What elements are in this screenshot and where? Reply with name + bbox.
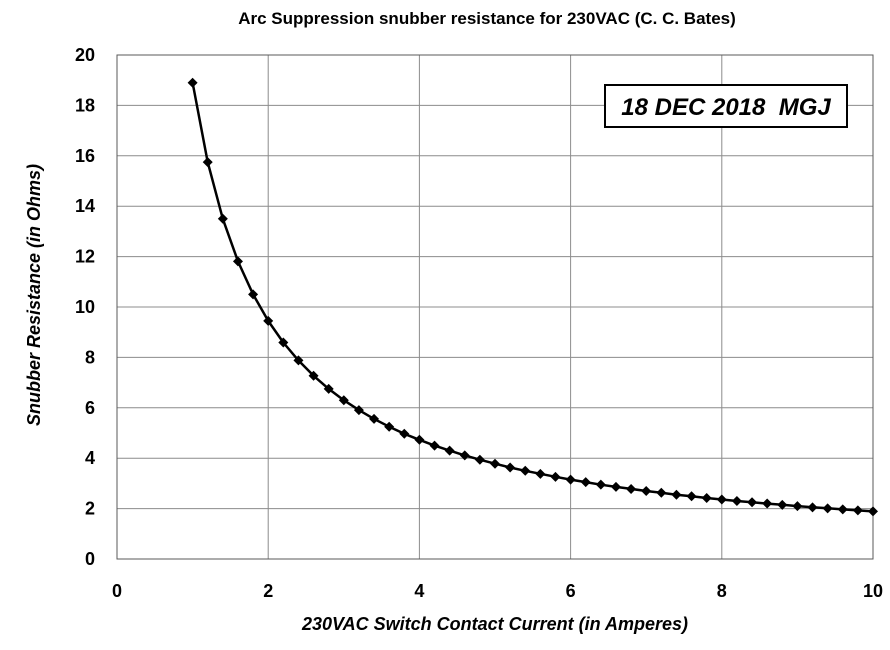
data-point [248,289,259,300]
data-point [474,454,485,465]
x-tick-label: 4 [414,581,424,601]
data-point [762,498,773,509]
data-point [278,337,289,348]
data-point [837,504,848,515]
data-point [686,491,697,502]
data-point [429,440,440,451]
data-point [505,462,516,473]
y-axis-label: Snubber Resistance (in Ohms) [24,164,44,426]
data-point [399,428,410,439]
data-point [868,506,878,517]
data-point [338,395,349,406]
grid [117,55,873,559]
x-tick-label: 0 [112,581,122,601]
y-tick-label: 12 [75,247,95,267]
data-point [202,157,213,168]
data-point [187,77,198,88]
y-tick-label: 20 [75,45,95,65]
data-point [414,434,425,445]
data-point [384,421,395,432]
series-line [191,82,874,513]
y-tick-label: 10 [75,297,95,317]
data-point [626,483,637,494]
data-point [490,458,500,469]
date-annotation: 18 DEC 2018 MGJ [604,84,848,128]
data-point [822,503,833,514]
data-point [807,502,818,513]
plot-frame [116,54,874,560]
date-annotation-text: 18 DEC 2018 MGJ [621,94,831,121]
data-point [792,501,803,512]
x-tick-label: 10 [863,581,883,601]
data-point [565,474,576,485]
data-point [731,496,742,507]
data-point [263,315,274,326]
series-1 [187,77,878,517]
y-tick-label: 8 [85,347,95,367]
y-tick-label: 0 [85,549,95,569]
data-point [323,383,334,394]
data-point [217,213,228,224]
y-tick-label: 14 [75,196,95,216]
data-point [308,370,319,381]
y-tick-label: 6 [85,398,95,418]
data-point [520,465,531,476]
chart-title: Arc Suppression snubber resistance for 2… [238,9,736,28]
data-point [716,494,727,505]
data-point [459,450,470,461]
data-point [595,479,606,490]
data-point [353,405,364,416]
data-point [535,468,546,479]
y-tick-label: 16 [75,146,95,166]
data-point [656,487,667,498]
x-tick-label: 8 [717,581,727,601]
data-point [293,355,304,366]
data-point [777,499,788,510]
data-point [671,489,682,500]
data-point [232,256,243,267]
data-point [550,471,561,482]
y-tick-labels: 0 2 4 6 8 10 12 14 16 18 20 [75,45,95,569]
x-tick-label: 2 [263,581,273,601]
y-tick-label: 4 [85,448,95,468]
data-point [610,481,621,492]
data-point [369,413,380,424]
x-tick-label: 6 [566,581,576,601]
data-point [580,477,591,488]
data-point [444,445,455,456]
date-annotation-box [604,84,848,128]
data-point [701,493,712,504]
data-point [641,485,652,496]
y-tick-label: 18 [75,95,95,115]
y-tick-label: 2 [85,499,95,519]
x-tick-labels: 0 2 4 6 8 10 [112,581,883,601]
x-axis-label: 230VAC Switch Contact Current (in Ampere… [301,614,688,634]
data-point [747,497,758,508]
data-point [852,505,863,516]
